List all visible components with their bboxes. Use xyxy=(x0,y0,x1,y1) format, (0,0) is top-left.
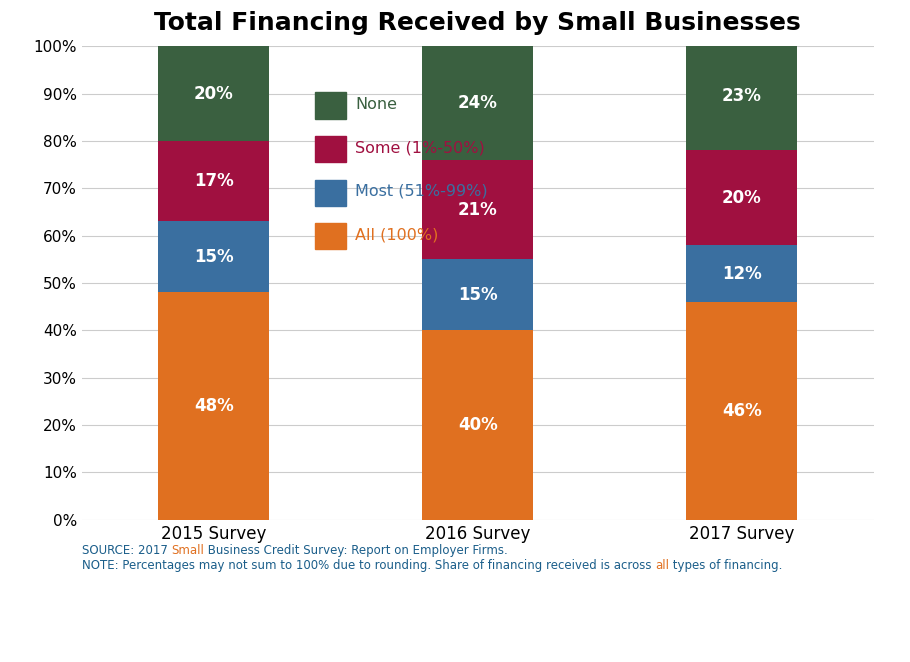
Text: All (100%): All (100%) xyxy=(355,227,439,242)
Bar xyxy=(158,141,269,222)
Bar xyxy=(316,93,346,118)
Text: Some (1%-50%): Some (1%-50%) xyxy=(355,140,485,156)
Bar xyxy=(422,46,533,160)
Bar xyxy=(316,223,346,249)
Text: 20%: 20% xyxy=(194,85,234,103)
Bar xyxy=(686,42,797,150)
Text: 21%: 21% xyxy=(458,201,498,218)
Bar xyxy=(686,245,797,302)
Bar xyxy=(158,293,269,520)
Text: 23%: 23% xyxy=(722,87,762,105)
Text: Federal Reserve Bank of St. Louis: Federal Reserve Bank of St. Louis xyxy=(36,620,313,638)
Bar xyxy=(316,179,346,206)
Bar xyxy=(686,150,797,245)
Text: 15%: 15% xyxy=(194,248,234,266)
Text: Most (51%-99%): Most (51%-99%) xyxy=(355,184,488,199)
Text: Business Credit Survey: Report on Employer Firms.: Business Credit Survey: Report on Employ… xyxy=(205,544,508,557)
Bar xyxy=(686,302,797,520)
Text: types of financing.: types of financing. xyxy=(669,559,783,573)
Text: Small: Small xyxy=(171,544,205,557)
Text: 40%: 40% xyxy=(458,416,498,434)
Bar xyxy=(316,136,346,162)
Text: 15%: 15% xyxy=(458,286,498,304)
Text: 24%: 24% xyxy=(458,94,498,112)
Text: 48%: 48% xyxy=(194,397,234,415)
Bar xyxy=(158,222,269,293)
Bar xyxy=(422,260,533,330)
Text: 20%: 20% xyxy=(722,189,762,207)
Bar xyxy=(422,160,533,260)
Text: NOTE: Percentages may not sum to 100% due to rounding. Share of financing receiv: NOTE: Percentages may not sum to 100% du… xyxy=(82,559,655,573)
Text: 46%: 46% xyxy=(722,402,762,420)
Title: Total Financing Received by Small Businesses: Total Financing Received by Small Busine… xyxy=(155,11,801,34)
Bar xyxy=(422,330,533,520)
Text: all: all xyxy=(655,559,669,573)
Text: None: None xyxy=(355,97,397,112)
Text: SOURCE: 2017: SOURCE: 2017 xyxy=(82,544,171,557)
Text: 17%: 17% xyxy=(194,172,234,190)
Text: 12%: 12% xyxy=(722,265,762,283)
Bar xyxy=(158,46,269,141)
